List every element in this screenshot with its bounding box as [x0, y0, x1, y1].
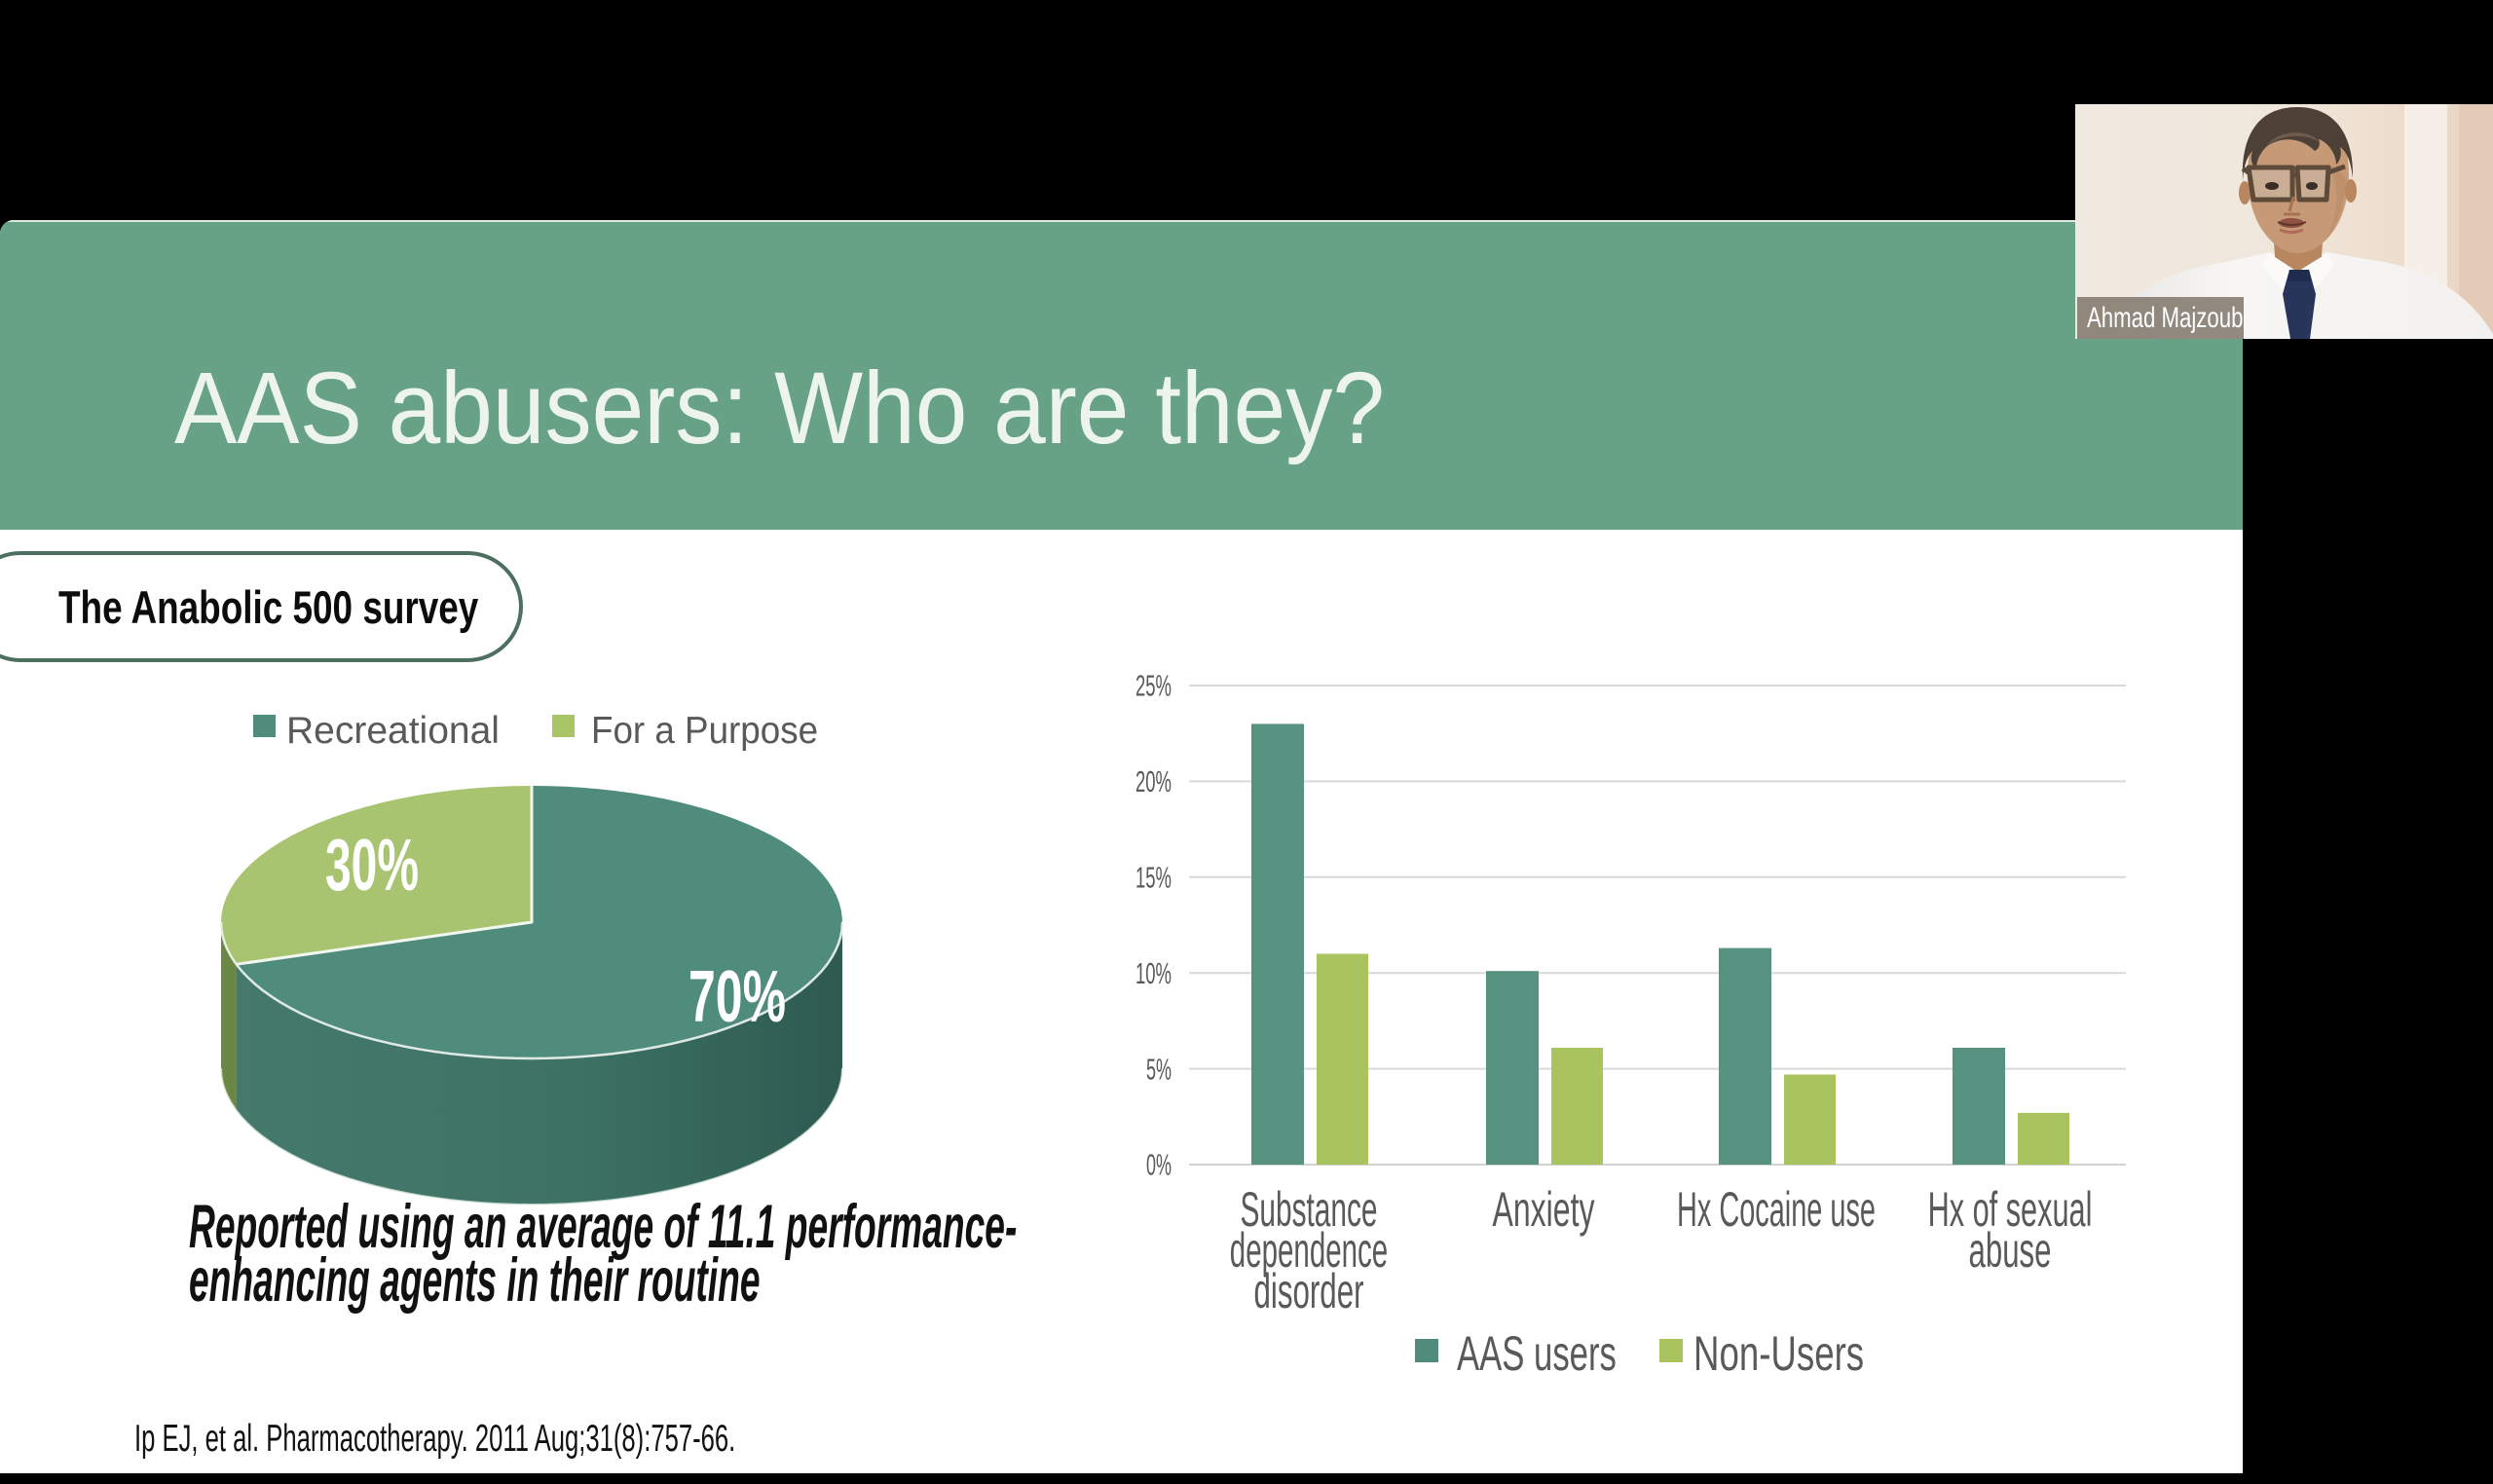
svg-text:Hx Cocaine use: Hx Cocaine use — [1677, 1182, 1876, 1237]
svg-text:AAS users: AAS users — [1457, 1327, 1617, 1382]
svg-text:Hx of sexual: Hx of sexual — [1928, 1181, 2093, 1237]
svg-text:Non-Users: Non-Users — [1693, 1327, 1864, 1382]
svg-text:Anxiety: Anxiety — [1493, 1182, 1595, 1237]
svg-text:disorder: disorder — [1253, 1263, 1363, 1317]
svg-text:70%: 70% — [688, 955, 786, 1038]
svg-text:Substance: Substance — [1241, 1182, 1378, 1237]
svg-text:25%: 25% — [1135, 670, 1172, 703]
svg-text:abuse: abuse — [1969, 1222, 2052, 1277]
svg-text:10%: 10% — [1135, 957, 1172, 990]
svg-text:30%: 30% — [325, 825, 419, 906]
svg-text:5%: 5% — [1146, 1053, 1172, 1086]
svg-text:0%: 0% — [1146, 1149, 1172, 1182]
svg-text:20%: 20% — [1135, 765, 1172, 798]
svg-text:15%: 15% — [1135, 862, 1172, 895]
svg-text:dependence: dependence — [1230, 1223, 1388, 1278]
